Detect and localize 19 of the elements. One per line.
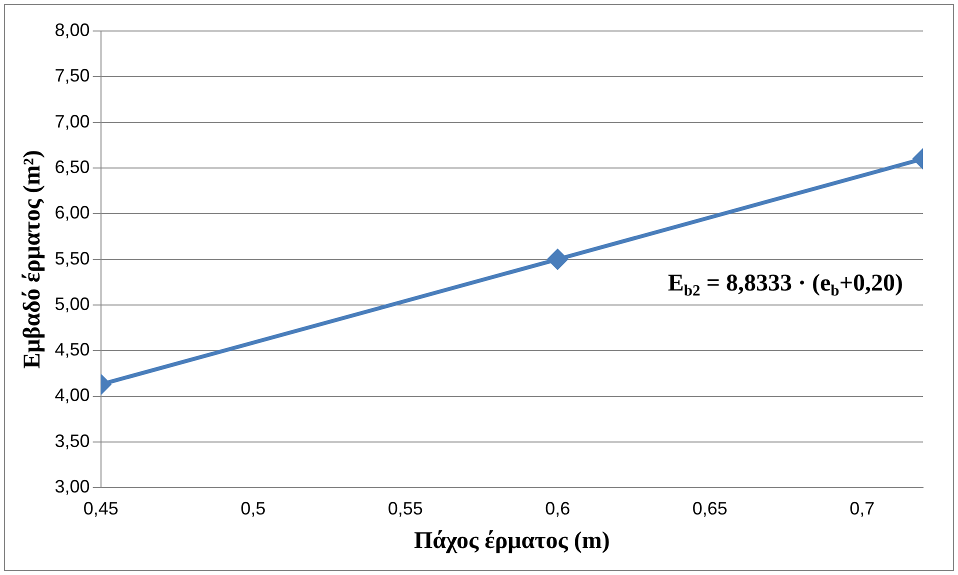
x-tick-label: 0,6: [545, 498, 570, 518]
y-axis-title: Εμβαδό έρματος (m²): [20, 150, 46, 369]
y-tick-label: 7,00: [54, 111, 90, 132]
y-tick-label: 7,50: [54, 66, 90, 86]
x-tick-label: 0,55: [388, 498, 423, 518]
x-tick-label: 0,65: [692, 498, 728, 518]
y-tick-label: 5,00: [54, 294, 90, 314]
y-tick-label: 3,50: [54, 430, 90, 451]
x-tick-label: 0,5: [240, 498, 266, 518]
y-tick-label: 8,00: [54, 20, 90, 40]
y-tick-label: 6,00: [54, 202, 90, 223]
y-tick-label: 4,00: [54, 385, 90, 406]
x-tick-label: 0,7: [850, 498, 875, 518]
y-tick-label: 5,50: [54, 248, 90, 268]
y-tick-label: 3,00: [54, 476, 90, 497]
x-tick-label: 0,45: [83, 498, 118, 518]
y-tick-label: 6,50: [54, 156, 90, 177]
y-tick-label: 4,50: [54, 340, 90, 360]
x-axis-title: Πάχος έρματος (m): [414, 528, 610, 554]
